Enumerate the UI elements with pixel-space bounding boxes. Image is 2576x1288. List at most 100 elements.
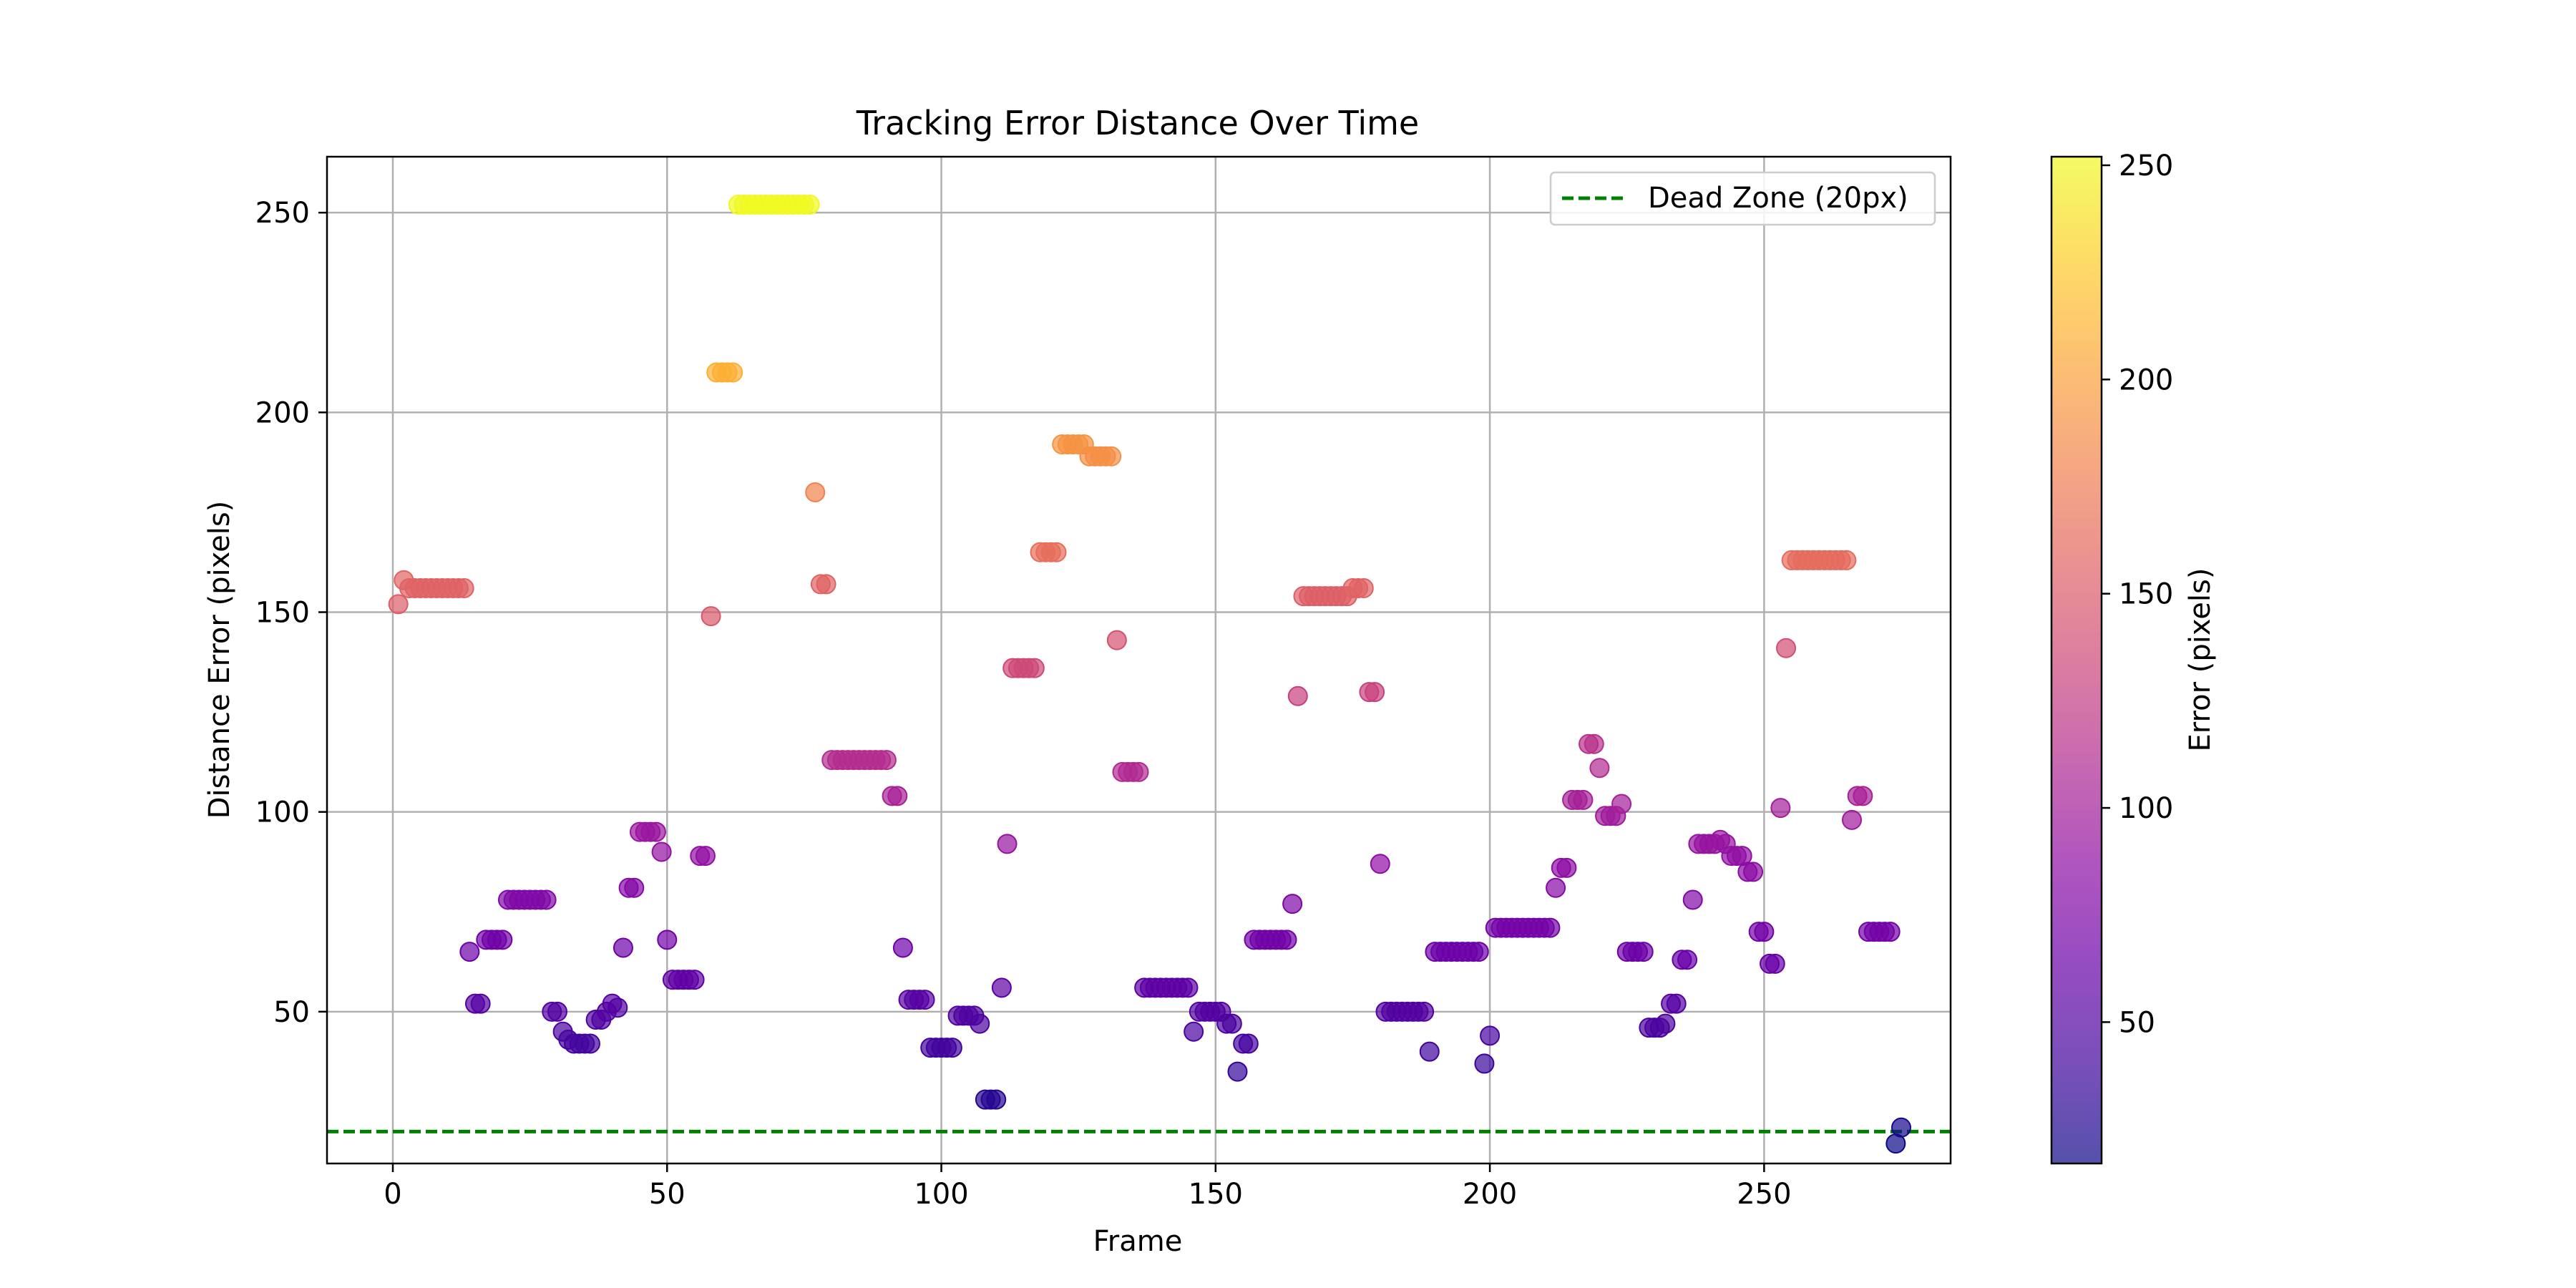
data-point [1419, 1041, 1440, 1062]
data-point [547, 1001, 567, 1022]
data-point [876, 750, 897, 771]
colorbar-ticks: 50 100 150 200 250 [2102, 150, 2173, 1039]
x-tick-label: 250 [1737, 1178, 1791, 1211]
data-point [1589, 758, 1610, 779]
data-point [684, 970, 705, 990]
data-point [1227, 1061, 1248, 1082]
data-point [1106, 630, 1127, 650]
legend-box [1549, 171, 1936, 226]
data-point [986, 1089, 1007, 1110]
data-point [1414, 1001, 1435, 1022]
colorbar-gradient [2051, 157, 2102, 1163]
data-point [1468, 942, 1489, 962]
colorbar-tick-label: 50 [2119, 1006, 2155, 1039]
colorbar-tick-label: 250 [2119, 150, 2173, 182]
data-point [1365, 682, 1385, 703]
plot-area: 0 50 100 150 200 250 50 100 150 200 250 [255, 155, 1952, 1211]
data-point [1277, 930, 1297, 950]
y-axis-label: Distance Error (pixels) [203, 501, 236, 819]
y-tick-label: 250 [255, 197, 310, 230]
data-point [991, 977, 1012, 998]
data-point [805, 482, 826, 502]
colorbar-frame [2050, 155, 2103, 1165]
data-point [799, 195, 820, 215]
data-point [651, 841, 672, 862]
data-point [887, 786, 908, 806]
data-point [1765, 953, 1785, 974]
data-point [1024, 658, 1045, 678]
data-point [723, 362, 743, 383]
x-tick-label: 50 [649, 1178, 686, 1211]
x-axis-label: Frame [1093, 1225, 1183, 1258]
data-point [1666, 993, 1687, 1014]
data-point [613, 937, 633, 958]
data-point [1353, 578, 1374, 598]
data-point [1584, 733, 1604, 754]
data-point [1770, 798, 1791, 819]
data-point [1540, 917, 1561, 938]
chart-title: Tracking Error Distance Over Time [856, 104, 1419, 142]
colorbar-tick-label: 200 [2119, 364, 2173, 396]
x-tick-label: 150 [1189, 1178, 1243, 1211]
data-point [1221, 1013, 1242, 1034]
data-point [1754, 922, 1775, 942]
data-point [1282, 894, 1303, 914]
data-point [997, 834, 1018, 854]
data-point [1238, 1033, 1259, 1054]
y-tick-label: 150 [255, 597, 310, 630]
data-point [1611, 794, 1632, 814]
data-point [695, 846, 716, 867]
data-point [1046, 542, 1067, 562]
y-tick-label: 100 [255, 796, 310, 829]
data-point [459, 942, 480, 962]
data-point [1370, 854, 1390, 874]
data-point [701, 606, 721, 627]
data-point [1682, 889, 1703, 910]
y-tick-label: 50 [273, 996, 310, 1029]
data-point [1178, 977, 1199, 998]
colorbar-label: Error (pixels) [2184, 568, 2217, 752]
legend-dead-zone-label: Dead Zone (20px) [1648, 182, 1908, 215]
data-point [1287, 686, 1308, 706]
data-point [536, 889, 557, 910]
data-point [1633, 942, 1654, 962]
x-tick-label: 100 [914, 1178, 968, 1211]
data-point [580, 1033, 600, 1054]
data-point [1677, 950, 1698, 970]
data-point [1184, 1021, 1204, 1042]
x-tick-label: 0 [384, 1178, 401, 1211]
data-point [657, 930, 678, 950]
data-point [1480, 1025, 1501, 1046]
y-axis-ticks: 50 100 150 200 250 [255, 197, 327, 1029]
data-point [1474, 1053, 1495, 1074]
data-point [470, 993, 491, 1014]
data-point [1655, 1013, 1676, 1034]
data-point [1880, 922, 1901, 942]
data-point [388, 594, 409, 615]
data-point [970, 1013, 990, 1034]
data-point [1836, 550, 1857, 570]
colorbar-tick-label: 100 [2119, 792, 2173, 825]
data-point [1556, 857, 1577, 878]
data-point [816, 574, 836, 595]
data-point [1891, 1117, 1912, 1138]
colorbar-tick-label: 150 [2119, 578, 2173, 611]
data-point [492, 930, 513, 950]
data-point [454, 578, 474, 598]
y-tick-label: 200 [255, 396, 310, 429]
data-point [1842, 809, 1863, 830]
data-point [645, 821, 666, 842]
data-point [914, 990, 935, 1010]
data-point [892, 937, 913, 958]
plot-frame [326, 155, 1952, 1165]
colorbar: 50 100 150 200 250 Error (pixels) [2050, 150, 2217, 1165]
data-point [1101, 446, 1122, 467]
legend: Dead Zone (20px) [1549, 171, 1936, 226]
data-point [1128, 761, 1149, 782]
data-point [1853, 786, 1873, 806]
x-tick-label: 200 [1463, 1178, 1517, 1211]
x-axis-ticks: 0 50 100 150 200 250 [384, 1163, 1792, 1211]
data-point [1743, 862, 1764, 882]
data-point [1546, 877, 1566, 898]
